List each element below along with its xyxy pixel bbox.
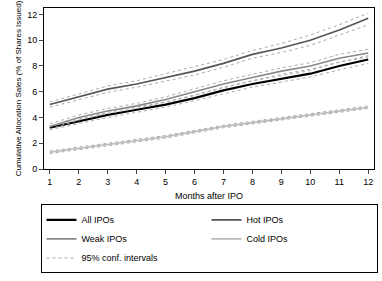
svg-text:7: 7 [221, 177, 226, 187]
svg-text:1: 1 [47, 177, 52, 187]
svg-text:Weak IPOs: Weak IPOs [82, 234, 128, 244]
svg-text:2: 2 [32, 138, 37, 148]
svg-text:Months after IPO: Months after IPO [175, 191, 243, 201]
svg-text:10: 10 [305, 177, 315, 187]
svg-text:10: 10 [27, 35, 37, 45]
svg-text:0: 0 [32, 164, 37, 174]
svg-text:All IPOs: All IPOs [82, 215, 115, 225]
svg-text:8: 8 [32, 61, 37, 71]
svg-text:3: 3 [105, 177, 110, 187]
svg-text:11: 11 [335, 177, 344, 187]
svg-text:4: 4 [32, 113, 37, 123]
svg-text:6: 6 [192, 177, 197, 187]
svg-text:4: 4 [134, 177, 139, 187]
svg-text:6: 6 [32, 87, 37, 97]
svg-text:Hot IPOs: Hot IPOs [247, 215, 284, 225]
svg-text:12: 12 [363, 177, 373, 187]
svg-text:Cold IPOs: Cold IPOs [247, 234, 289, 244]
svg-text:95% conf. intervals: 95% conf. intervals [82, 253, 159, 263]
svg-text:2: 2 [76, 177, 81, 187]
svg-text:12: 12 [27, 10, 37, 20]
svg-text:5: 5 [163, 177, 168, 187]
svg-text:Cumulative Allocation Sales (%: Cumulative Allocation Sales (% of Shares… [14, 0, 23, 176]
svg-text:8: 8 [250, 177, 255, 187]
svg-text:9: 9 [279, 177, 284, 187]
